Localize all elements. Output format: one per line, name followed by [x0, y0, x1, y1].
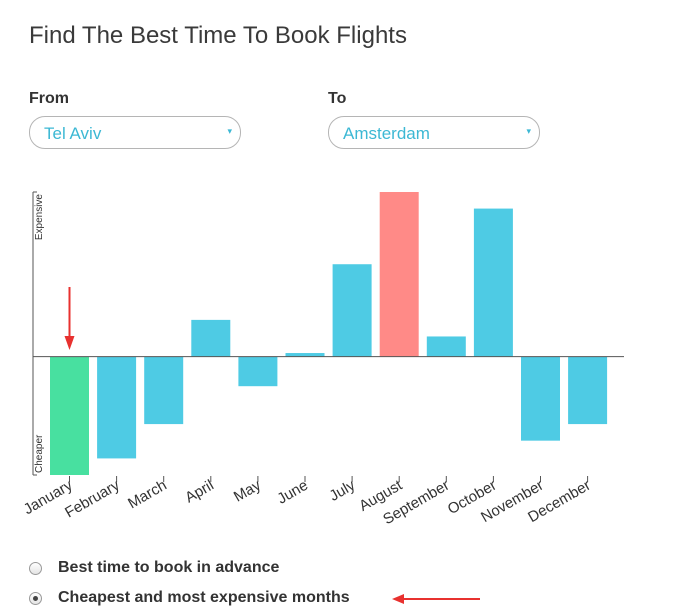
to-label: To — [328, 90, 347, 107]
bar-december — [568, 356, 608, 425]
bar-march — [144, 356, 184, 425]
bar-august — [379, 192, 419, 357]
to-select-value: Amsterdam — [343, 124, 430, 143]
option-label: Cheapest and most expensive months — [58, 589, 350, 606]
from-label: From — [29, 90, 69, 107]
bar-october — [473, 208, 513, 357]
annotation-arrow-down-head — [64, 336, 75, 350]
radio-button[interactable] — [29, 561, 42, 575]
y-axis-label-cheaper: Cheaper — [34, 434, 45, 473]
x-tick-label-february: February — [62, 476, 123, 521]
annotation-arrow-left — [392, 594, 480, 604]
y-axis-label-expensive: Expensive — [34, 194, 45, 241]
bar-april — [191, 319, 231, 357]
option-best-time-in-advance[interactable]: Best time to book in advance — [29, 557, 279, 579]
bar-may — [238, 356, 278, 387]
option-cheapest-expensive-months[interactable]: Cheapest and most expensive months — [29, 587, 350, 609]
from-select-value: Tel Aviv — [44, 124, 102, 143]
page-title: Find The Best Time To Book Flights — [29, 22, 407, 49]
to-select[interactable]: Amsterdam ▾ — [328, 116, 540, 149]
x-tick-label-april: April — [182, 477, 216, 507]
bar-september — [426, 336, 466, 357]
bar-june — [285, 353, 325, 357]
x-tick-label-may: May — [231, 476, 264, 505]
bar-february — [97, 356, 137, 459]
bar-july — [332, 264, 372, 357]
chevron-down-icon: ▾ — [227, 126, 232, 136]
x-tick-label-march: March — [125, 477, 170, 513]
radio-button[interactable] — [29, 591, 42, 605]
option-label: Best time to book in advance — [58, 559, 280, 576]
from-select[interactable]: Tel Aviv ▾ — [29, 116, 241, 149]
chevron-down-icon: ▾ — [526, 126, 531, 136]
x-tick-label-july: July — [326, 476, 358, 504]
bar-january — [50, 356, 89, 475]
bar-november — [521, 356, 560, 441]
